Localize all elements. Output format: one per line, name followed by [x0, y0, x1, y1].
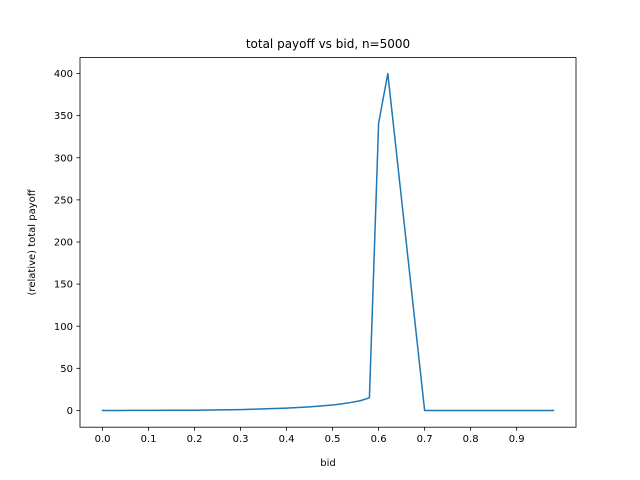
y-axis: 0 50 100 150 200 250 300 350 400: [54, 69, 80, 417]
x-tick-label: 0.3: [233, 434, 249, 445]
x-tick-label: 0.9: [509, 434, 525, 445]
y-tick-label: 350: [54, 111, 73, 122]
series-line: [101, 72, 555, 412]
series-layer: [101, 72, 555, 412]
y-tick-label: 250: [54, 195, 73, 206]
x-axis: 0.0 0.1 0.2 0.3 0.4 0.5 0.6 0.7 0.8 0.9: [95, 427, 525, 445]
y-tick-label: 150: [54, 280, 73, 291]
y-tick-label: 50: [60, 364, 73, 375]
y-tick-label: 100: [54, 322, 73, 333]
x-tick-label: 0.7: [417, 434, 433, 445]
x-tick-label: 0.1: [141, 434, 157, 445]
y-tick-label: 300: [54, 153, 73, 164]
x-tick-label: 0.8: [463, 434, 479, 445]
y-tick-label: 200: [54, 238, 73, 249]
x-tick-label: 0.5: [325, 434, 341, 445]
y-tick-label: 400: [54, 69, 73, 80]
x-axis-label: bid: [320, 458, 335, 469]
chart-title: total payoff vs bid, n=5000: [246, 37, 410, 51]
x-tick-label: 0.2: [187, 434, 203, 445]
x-tick-label: 0.4: [279, 434, 295, 445]
y-axis-label: (relative) total payoff: [27, 188, 38, 295]
x-tick-label: 0.6: [371, 434, 387, 445]
y-tick-label: 0: [67, 406, 73, 417]
x-tick-label: 0.0: [95, 434, 111, 445]
axes-frame: [79, 57, 577, 428]
